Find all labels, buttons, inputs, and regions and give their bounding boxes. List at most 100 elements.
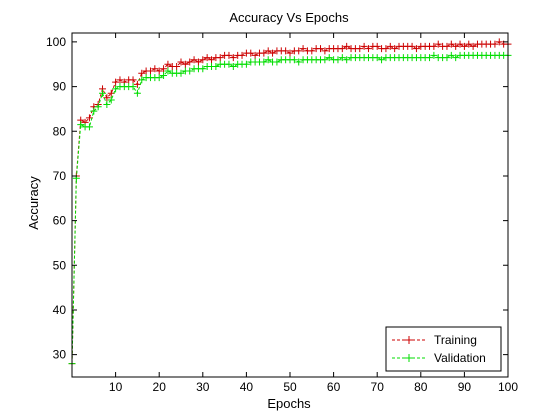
data-point xyxy=(282,47,290,55)
data-point xyxy=(299,45,307,53)
x-tick-label: 30 xyxy=(196,380,210,394)
data-point xyxy=(430,42,438,50)
data-point xyxy=(164,60,172,68)
data-point xyxy=(238,51,246,59)
data-point xyxy=(199,56,207,64)
y-tick-label: 40 xyxy=(53,303,67,317)
data-point xyxy=(229,54,237,62)
legend-items: Training Validation xyxy=(392,333,486,365)
data-point xyxy=(360,42,368,50)
data-point xyxy=(107,96,115,104)
y-tick-label: 90 xyxy=(53,80,67,94)
data-point xyxy=(260,58,268,66)
data-point xyxy=(229,63,237,71)
data-point xyxy=(177,58,185,66)
x-tick-label: 40 xyxy=(240,380,254,394)
x-tick-label: 70 xyxy=(371,380,385,394)
data-point xyxy=(491,40,499,48)
data-point xyxy=(269,49,277,57)
data-point xyxy=(264,47,272,55)
data-point xyxy=(155,74,163,82)
data-point xyxy=(190,56,198,64)
data-point xyxy=(186,67,194,75)
data-point xyxy=(426,54,434,62)
data-point xyxy=(469,42,477,50)
legend-swatch-marker xyxy=(405,336,413,344)
data-point xyxy=(138,69,146,77)
chart-title: Accuracy Vs Epochs xyxy=(229,10,349,25)
data-point xyxy=(447,40,455,48)
data-point xyxy=(181,60,189,68)
legend-box xyxy=(385,326,502,372)
data-point xyxy=(452,42,460,50)
data-point xyxy=(325,54,333,62)
data-point xyxy=(290,56,298,64)
data-point xyxy=(112,78,120,86)
data-point xyxy=(295,47,303,55)
y-tick-label: 30 xyxy=(53,348,67,362)
x-tick-label: 20 xyxy=(153,380,167,394)
data-point xyxy=(177,69,185,77)
y-tick-label: 100 xyxy=(46,35,66,49)
data-point xyxy=(456,40,464,48)
data-point xyxy=(164,67,172,75)
data-point xyxy=(465,40,473,48)
data-point xyxy=(338,45,346,53)
data-point xyxy=(116,76,124,84)
data-point xyxy=(85,123,93,131)
data-point xyxy=(273,58,281,66)
data-point xyxy=(186,58,194,66)
data-point xyxy=(251,51,259,59)
data-point xyxy=(94,103,102,111)
data-point xyxy=(430,51,438,59)
data-point xyxy=(199,65,207,73)
data-point xyxy=(460,42,468,50)
ticks-layer: 10 20 30 40 50 60 70 80 90 100 30 40 50 60 70 80 90 100 xyxy=(46,33,518,394)
x-tick-label: 100 xyxy=(498,380,518,394)
data-point xyxy=(321,47,329,55)
data-point xyxy=(155,67,163,75)
y-tick-label: 60 xyxy=(53,214,67,228)
legend: Training Validation xyxy=(385,326,502,372)
data-point xyxy=(264,56,272,64)
data-point xyxy=(103,100,111,108)
data-point xyxy=(90,107,98,115)
legend-item-training: Training xyxy=(392,333,477,347)
data-point xyxy=(212,63,220,71)
data-point xyxy=(412,45,420,53)
data-point xyxy=(208,56,216,64)
data-point xyxy=(286,49,294,57)
data-point xyxy=(260,49,268,57)
data-point xyxy=(343,56,351,64)
data-point xyxy=(247,49,255,57)
x-tick-label: 80 xyxy=(414,380,428,394)
x-tick-label: 60 xyxy=(327,380,341,394)
x-axis-label: Epochs xyxy=(267,396,311,411)
x-tick-label: 10 xyxy=(109,380,123,394)
data-point xyxy=(382,45,390,53)
data-point xyxy=(308,47,316,55)
data-point xyxy=(160,71,168,79)
data-point xyxy=(495,38,503,46)
legend-label: Validation xyxy=(434,351,486,365)
data-point xyxy=(225,51,233,59)
data-point xyxy=(343,42,351,50)
data-point xyxy=(434,40,442,48)
data-point xyxy=(129,76,137,84)
data-point xyxy=(408,42,416,50)
data-point xyxy=(138,76,146,84)
data-point xyxy=(321,56,329,64)
data-point xyxy=(160,65,168,73)
legend-label: Training xyxy=(434,333,477,347)
legend-item-validation: Validation xyxy=(392,351,486,365)
data-point xyxy=(216,54,224,62)
y-tick-label: 80 xyxy=(53,124,67,138)
data-point xyxy=(364,45,372,53)
y-tick-label: 50 xyxy=(53,258,67,272)
data-point xyxy=(173,63,181,71)
data-point xyxy=(391,45,399,53)
data-point xyxy=(146,67,154,75)
data-point xyxy=(225,60,233,68)
series-validation xyxy=(68,51,512,368)
data-point xyxy=(373,42,381,50)
